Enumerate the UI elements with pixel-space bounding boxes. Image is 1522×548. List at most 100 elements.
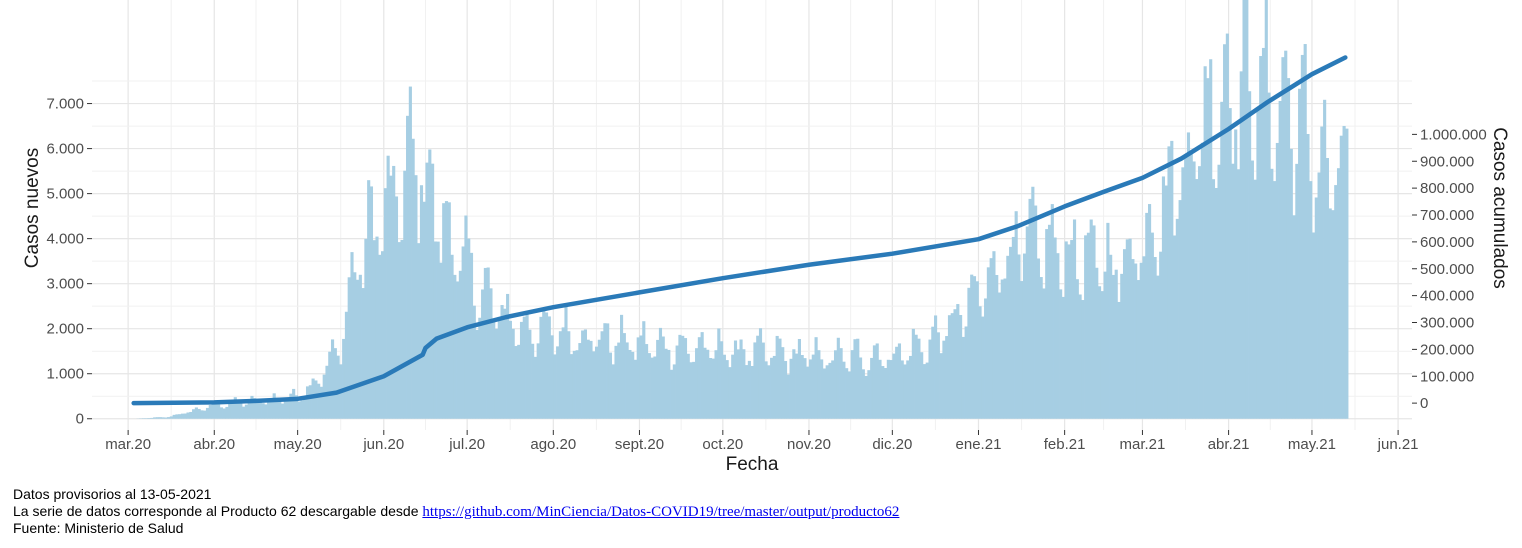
daily-case-bar xyxy=(180,413,185,419)
daily-case-bar xyxy=(289,393,293,419)
daily-case-bar xyxy=(400,239,404,419)
daily-case-bar xyxy=(1270,168,1274,419)
daily-case-bar xyxy=(567,331,571,419)
daily-case-bar xyxy=(1086,232,1090,419)
daily-case-bar xyxy=(989,258,993,419)
daily-case-bar xyxy=(1261,47,1266,419)
daily-case-bar xyxy=(1167,146,1171,419)
daily-case-bar xyxy=(806,366,810,419)
daily-case-bar xyxy=(394,196,399,419)
daily-case-bar xyxy=(258,400,262,419)
daily-case-bar xyxy=(1295,163,1299,419)
daily-case-bar xyxy=(658,327,663,419)
y-right-tick-label: 100.000 xyxy=(1420,368,1474,385)
daily-case-bar xyxy=(606,323,610,419)
daily-case-bar xyxy=(917,338,921,419)
daily-case-bar xyxy=(1006,255,1010,419)
daily-case-bar xyxy=(294,395,298,419)
daily-case-bar xyxy=(386,155,390,419)
daily-case-bar xyxy=(233,397,237,419)
daily-case-bar xyxy=(556,346,560,419)
daily-case-bar xyxy=(464,215,468,419)
x-tick-label: ago.20 xyxy=(530,436,576,453)
daily-case-bar xyxy=(486,267,490,419)
daily-case-bar xyxy=(1189,153,1193,419)
daily-case-bar xyxy=(608,352,613,419)
daily-case-bar xyxy=(411,138,415,419)
daily-case-bar xyxy=(489,288,493,419)
daily-case-bar xyxy=(364,238,368,419)
daily-case-bar xyxy=(550,335,554,419)
daily-case-bar xyxy=(833,350,838,419)
daily-case-bar xyxy=(1300,54,1304,419)
daily-case-bar xyxy=(522,316,526,419)
data-source-note: La serie de datos corresponde al Product… xyxy=(13,503,899,521)
daily-case-bar xyxy=(569,354,574,419)
daily-case-bar xyxy=(1156,275,1160,419)
y-left-tick-label: 6.000 xyxy=(46,141,84,158)
daily-case-bar xyxy=(1150,232,1154,419)
daily-case-bar xyxy=(250,395,254,419)
daily-case-bar xyxy=(1164,185,1168,419)
daily-case-bar xyxy=(1142,256,1146,419)
daily-case-bar xyxy=(1059,289,1063,419)
daily-case-bar xyxy=(1081,300,1085,419)
daily-case-bar xyxy=(328,351,332,419)
daily-case-bar xyxy=(922,364,927,419)
daily-case-bar xyxy=(1331,210,1335,419)
daily-case-bar xyxy=(925,362,929,419)
daily-case-bar xyxy=(858,357,863,419)
daily-case-bar xyxy=(314,380,318,419)
daily-case-bar xyxy=(1148,204,1152,419)
daily-case-bar xyxy=(1225,33,1229,419)
daily-case-bar xyxy=(831,360,835,419)
daily-case-bar xyxy=(1045,229,1049,419)
daily-case-bar xyxy=(528,329,532,419)
daily-case-bar xyxy=(1339,135,1343,419)
daily-case-bar xyxy=(761,342,765,419)
daily-case-bar xyxy=(533,356,537,419)
daily-case-bar xyxy=(895,346,899,419)
daily-case-bar xyxy=(153,417,157,419)
daily-case-bar xyxy=(720,341,724,419)
daily-case-bar xyxy=(900,360,904,419)
daily-case-bar xyxy=(1223,44,1227,419)
daily-case-bar xyxy=(672,364,676,419)
daily-case-bar xyxy=(717,328,721,419)
daily-case-bar xyxy=(1289,148,1293,419)
footer-notes: Datos provisorios al 13-05-2021 La serie… xyxy=(13,486,899,537)
daily-case-bar xyxy=(1334,185,1338,419)
daily-case-bar xyxy=(836,337,840,419)
daily-case-bar xyxy=(450,254,454,419)
daily-case-bar xyxy=(578,343,582,419)
daily-case-bar xyxy=(214,402,218,419)
daily-case-bar xyxy=(158,417,162,419)
daily-case-bar xyxy=(1281,57,1285,419)
daily-case-bar xyxy=(984,298,988,419)
daily-case-bar xyxy=(764,361,768,419)
daily-case-bar xyxy=(861,369,865,419)
daily-case-bar xyxy=(267,398,271,419)
x-tick-label: feb.21 xyxy=(1044,436,1086,453)
daily-case-bar xyxy=(945,336,949,419)
daily-case-bar xyxy=(847,371,851,419)
daily-case-bar xyxy=(208,405,212,419)
daily-case-bar xyxy=(1181,167,1185,419)
daily-case-bar xyxy=(622,333,626,419)
daily-case-bar xyxy=(1053,237,1057,419)
daily-case-bar xyxy=(506,293,510,419)
y-left-tick-label: 7.000 xyxy=(46,96,84,113)
daily-case-bar xyxy=(1070,240,1074,419)
daily-case-bar xyxy=(697,337,701,419)
daily-case-bar xyxy=(581,330,585,419)
daily-case-bar xyxy=(1028,198,1032,419)
daily-case-bar xyxy=(845,368,849,419)
daily-case-bar xyxy=(272,393,276,419)
daily-case-bar xyxy=(308,385,312,419)
daily-case-bar xyxy=(428,149,432,419)
data-source-link[interactable]: https://github.com/MinCiencia/Datos-COVI… xyxy=(422,503,900,520)
daily-case-bar xyxy=(995,275,999,419)
daily-case-bar xyxy=(553,354,557,419)
daily-case-bar xyxy=(1173,235,1177,419)
daily-case-bar xyxy=(686,353,690,419)
